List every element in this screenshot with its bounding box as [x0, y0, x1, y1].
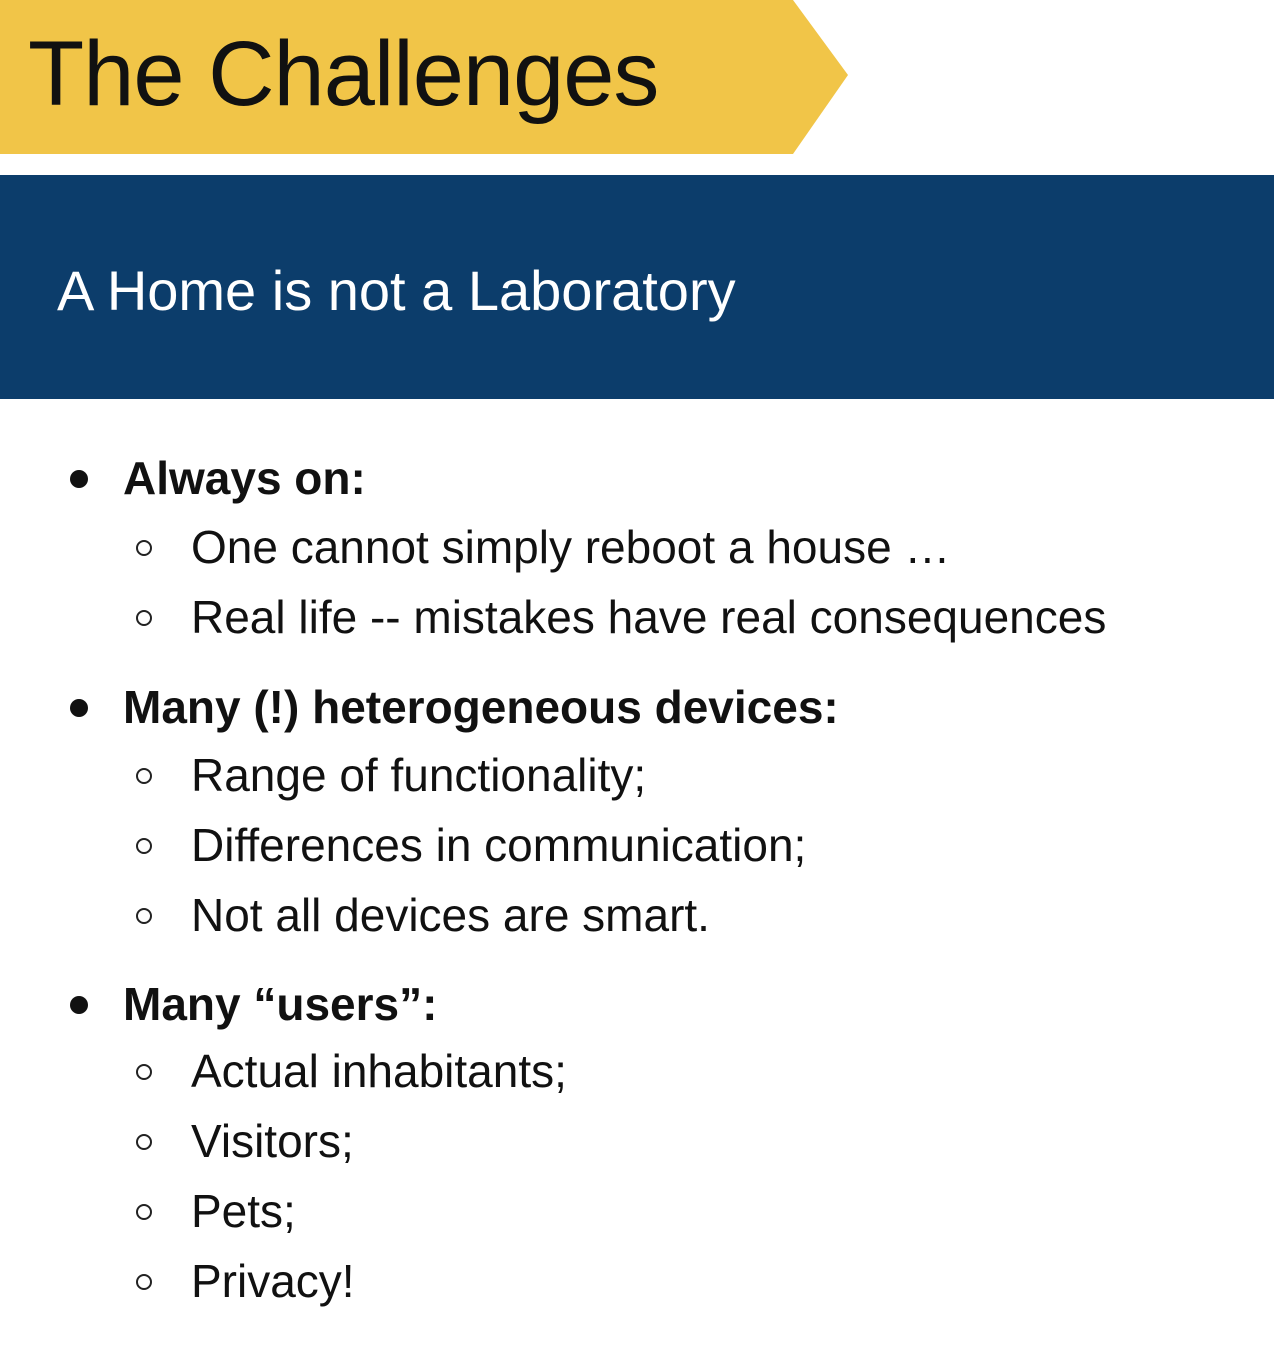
bullet-dot-icon	[70, 996, 88, 1014]
sub-bullet-item: Pets;	[0, 1179, 1274, 1249]
sub-bullet-text: Pets;	[191, 1185, 296, 1237]
sub-bullet-text: Real life -- mistakes have real conseque…	[191, 591, 1107, 643]
hollow-circle-icon	[136, 1274, 152, 1290]
sub-bullet-text: One cannot simply reboot a house …	[191, 521, 951, 573]
hollow-circle-icon	[136, 908, 152, 924]
sub-bullet-item: Not all devices are smart.	[0, 883, 1274, 953]
bullet-item: Many “users”:	[0, 966, 1274, 1036]
bullet-label: Many “users”:	[123, 978, 438, 1030]
sub-bullet-item: Differences in communication;	[0, 813, 1274, 883]
hollow-circle-icon	[136, 1064, 152, 1080]
bullet-label: Always on:	[123, 452, 366, 504]
hollow-circle-icon	[136, 540, 152, 556]
bullet-item: Many (!) heterogeneous devices:	[0, 669, 1274, 739]
sub-bullet-item: Actual inhabitants;	[0, 1039, 1274, 1109]
sub-bullet-item: Privacy!	[0, 1249, 1274, 1319]
bullet-dot-icon	[70, 470, 88, 488]
sub-bullet-item: One cannot simply reboot a house …	[0, 515, 1274, 585]
sub-bullet-item: Real life -- mistakes have real conseque…	[0, 585, 1274, 655]
hollow-circle-icon	[136, 610, 152, 626]
hollow-circle-icon	[136, 1204, 152, 1220]
hollow-circle-icon	[136, 838, 152, 854]
bullet-dot-icon	[70, 699, 88, 717]
hollow-circle-icon	[136, 1134, 152, 1150]
bullet-item: Always on:	[0, 440, 1274, 510]
sub-bullet-text: Range of functionality;	[191, 749, 647, 801]
sub-bullet-text: Not all devices are smart.	[191, 889, 710, 941]
bullet-label: Many (!) heterogeneous devices:	[123, 681, 839, 733]
sub-bullet-text: Actual inhabitants;	[191, 1045, 567, 1097]
sub-bullet-text: Differences in communication;	[191, 819, 807, 871]
sub-bullet-item: Visitors;	[0, 1109, 1274, 1179]
slide-title: The Challenges	[28, 23, 659, 125]
hollow-circle-icon	[136, 768, 152, 784]
subtitle-band: A Home is not a Laboratory	[0, 175, 1274, 399]
sub-bullet-text: Privacy!	[191, 1255, 355, 1307]
title-banner	[0, 0, 848, 154]
sub-bullet-text: Visitors;	[191, 1115, 354, 1167]
sub-bullet-item: Range of functionality;	[0, 743, 1274, 813]
slide-subtitle: A Home is not a Laboratory	[57, 259, 736, 322]
